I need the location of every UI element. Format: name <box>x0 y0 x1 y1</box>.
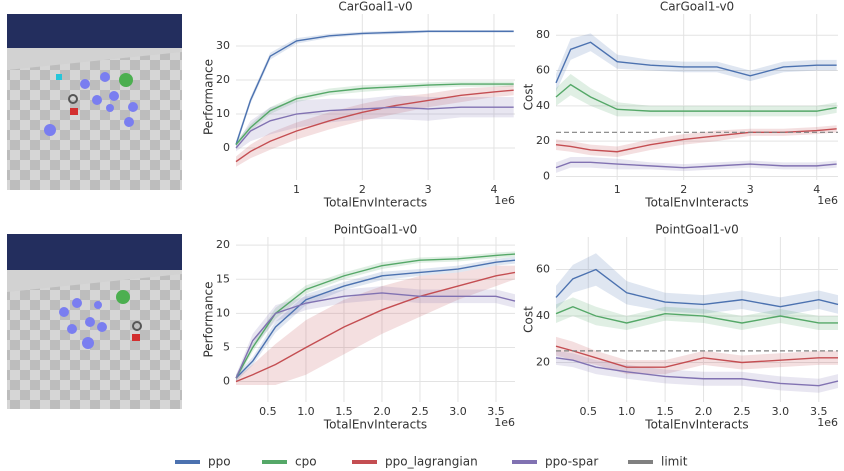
x-tick-label: 3 <box>425 183 432 196</box>
x-tick-label: 1.5 <box>335 405 353 418</box>
y-tick-label: 60 <box>536 263 550 276</box>
error-band <box>556 253 838 317</box>
x-axis-label: TotalEnvInteracts <box>323 196 427 210</box>
y-tick-label: 0 <box>223 141 230 154</box>
x-tick-label: 2.5 <box>733 405 751 418</box>
y-tick-label: 15 <box>216 272 230 285</box>
x-tick-label: 3.5 <box>810 405 828 418</box>
series-line <box>555 268 839 308</box>
x-axis-label: TotalEnvInteracts <box>644 418 748 432</box>
x-offset-label: 1e6 <box>494 416 515 429</box>
series-line <box>235 259 516 379</box>
plot-area <box>556 14 838 180</box>
plot-area <box>236 237 515 402</box>
series-line <box>555 357 839 387</box>
x-tick-label: 4 <box>813 183 820 196</box>
series-line <box>555 83 837 112</box>
x-tick-label: 2 <box>359 183 366 196</box>
error-band <box>556 336 838 375</box>
x-tick-label: 3 <box>747 183 754 196</box>
error-band <box>236 81 514 149</box>
y-axis-label: Performance <box>202 281 216 357</box>
y-tick-label: 10 <box>216 107 230 120</box>
y-tick-label: 80 <box>536 28 550 41</box>
y-tick-label: 60 <box>536 64 550 77</box>
x-tick-label: 3.0 <box>449 405 467 418</box>
series-line <box>555 161 837 169</box>
series-line <box>555 41 837 84</box>
y-tick-label: 10 <box>216 306 230 319</box>
series-line <box>235 106 514 149</box>
x-axis-label: TotalEnvInteracts <box>644 196 748 210</box>
error-band <box>556 297 838 330</box>
y-tick-label: 20 <box>216 73 230 86</box>
series-line <box>555 305 838 324</box>
y-tick-label: 20 <box>536 355 550 368</box>
y-tick-label: 0 <box>543 169 550 182</box>
y-tick-label: 0 <box>223 375 230 388</box>
chart-title: CarGoal1-v0 <box>338 0 412 14</box>
x-tick-label: 2 <box>680 183 687 196</box>
x-tick-label: 2.0 <box>373 405 391 418</box>
plot-area <box>556 237 838 402</box>
y-tick-label: 40 <box>536 309 550 322</box>
error-band <box>556 125 837 158</box>
x-offset-label: 1e6 <box>817 416 838 429</box>
plot-area <box>236 14 515 180</box>
y-axis-label: Cost <box>522 83 536 110</box>
series-line <box>235 292 516 379</box>
series-line <box>235 271 516 383</box>
x-tick-label: 0.5 <box>259 405 277 418</box>
x-tick-label: 4 <box>490 183 497 196</box>
series-line <box>555 345 838 368</box>
error-band <box>556 33 837 92</box>
error-band <box>236 286 515 382</box>
x-tick-label: 1.5 <box>656 405 674 418</box>
y-tick-label: 20 <box>536 134 550 147</box>
x-offset-label: 1e6 <box>817 194 838 207</box>
y-tick-label: 30 <box>216 39 230 52</box>
x-axis-label: TotalEnvInteracts <box>323 418 427 432</box>
x-tick-label: 2.5 <box>411 405 429 418</box>
y-axis-label: Cost <box>522 306 536 333</box>
x-offset-label: 1e6 <box>494 194 515 207</box>
x-tick-label: 2.0 <box>695 405 713 418</box>
y-tick-label: 40 <box>536 99 550 112</box>
series-line <box>235 30 514 145</box>
y-axis-label: Performance <box>202 59 216 135</box>
error-band <box>556 157 837 173</box>
error-band <box>236 265 515 385</box>
scene-image <box>7 234 182 409</box>
scene-image <box>7 14 182 190</box>
legend-label: cpo <box>295 455 317 469</box>
chart-title: CarGoal1-v0 <box>660 0 734 14</box>
chart-title: PointGoal1-v0 <box>334 223 418 237</box>
error-band <box>556 74 837 117</box>
series-line <box>235 253 516 379</box>
x-tick-label: 3.0 <box>772 405 790 418</box>
x-tick-label: 0.5 <box>580 405 598 418</box>
legend-label: limit <box>661 455 688 469</box>
x-tick-label: 1 <box>293 183 300 196</box>
series-line <box>235 89 514 163</box>
series-line <box>235 83 514 146</box>
x-tick-label: 1 <box>614 183 621 196</box>
legend-label: ppo-spar <box>545 455 598 469</box>
legend-label: ppo <box>208 455 231 469</box>
legend-label: ppo_lagrangian <box>385 455 478 469</box>
error-band <box>236 95 514 152</box>
y-tick-label: 5 <box>223 340 230 353</box>
x-tick-label: 1.0 <box>297 405 315 418</box>
x-tick-label: 1.0 <box>618 405 636 418</box>
y-tick-label: 20 <box>216 238 230 251</box>
x-tick-label: 3.5 <box>487 405 505 418</box>
chart-title: PointGoal1-v0 <box>655 223 739 237</box>
series-line <box>555 128 837 153</box>
